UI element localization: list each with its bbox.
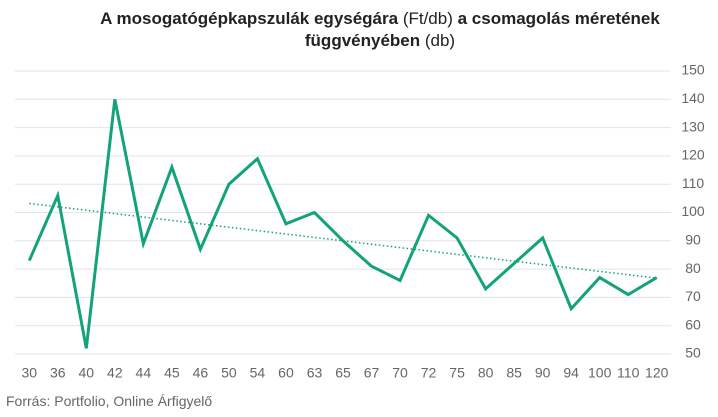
title-segment: a csomagolás méretének xyxy=(457,9,660,28)
title-segment: (Ft/db) xyxy=(398,9,458,28)
x-tick-label: 46 xyxy=(193,365,209,381)
data-line xyxy=(27,99,658,349)
x-tick-label: 54 xyxy=(250,365,266,381)
x-tick-label: 36 xyxy=(50,365,66,381)
x-tick-label: 80 xyxy=(478,365,494,381)
x-tick-label: 67 xyxy=(364,365,380,381)
x-tick-label: 30 xyxy=(21,365,37,381)
x-tick-label: 120 xyxy=(645,365,669,381)
x-tick-label: 85 xyxy=(506,365,522,381)
x-tick-label: 75 xyxy=(449,365,465,381)
title-line: A mosogatógépkapszulák egységára (Ft/db)… xyxy=(40,8,718,30)
y-tick-label: 120 xyxy=(681,147,705,163)
y-tick-label: 90 xyxy=(685,232,701,248)
y-tick-label: 140 xyxy=(681,90,705,106)
y-tick-label: 80 xyxy=(685,260,701,276)
y-tick-label: 50 xyxy=(685,345,701,361)
x-tick-label: 100 xyxy=(588,365,612,381)
title-segment: függvényében xyxy=(304,31,421,50)
x-tick-label: 60 xyxy=(278,365,294,381)
x-tick-label: 63 xyxy=(307,365,323,381)
y-tick-label: 60 xyxy=(685,316,701,332)
y-tick-label: 130 xyxy=(681,118,705,134)
y-tick-label: 150 xyxy=(681,62,705,78)
chart-title: A mosogatógépkapszulák egységára (Ft/db)… xyxy=(40,8,718,52)
source: Forrás: Portfolio, Online Árfigyelő xyxy=(6,393,213,409)
y-tick-label: 110 xyxy=(682,175,705,191)
x-tick-label: 40 xyxy=(79,365,95,381)
x-tick-label: 45 xyxy=(164,365,180,381)
y-tick-label: 100 xyxy=(681,203,705,219)
trendline xyxy=(29,202,657,279)
x-tick-label: 90 xyxy=(535,365,551,381)
x-tick-label: 42 xyxy=(107,365,123,381)
x-tick-label: 110 xyxy=(617,365,640,381)
x-tick-label: 50 xyxy=(221,365,237,381)
x-tick-label: 72 xyxy=(421,365,437,381)
y-tick-label: 70 xyxy=(685,288,701,304)
title-line: függvényében (db) xyxy=(40,30,718,52)
x-tick-label: 70 xyxy=(392,365,408,381)
x-tick-label: 94 xyxy=(563,365,579,381)
title-segment: A mosogatógépkapszulák egységára xyxy=(100,9,399,28)
title-segment: (db) xyxy=(420,31,456,50)
x-tick-label: 65 xyxy=(335,365,351,381)
x-tick-label: 44 xyxy=(136,365,152,381)
